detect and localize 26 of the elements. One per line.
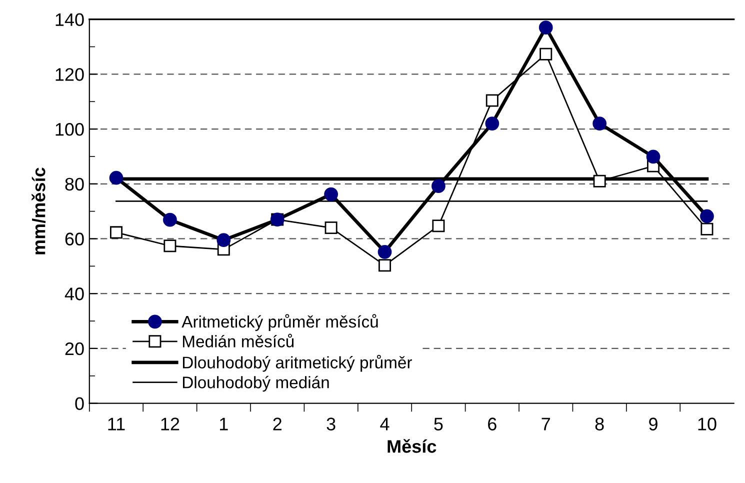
x-axis-title: Měsíc bbox=[388, 439, 436, 453]
y-tick-label: 120 bbox=[56, 68, 84, 81]
x-tick-label: 8 bbox=[595, 418, 604, 430]
y-tick-label: 20 bbox=[65, 342, 84, 356]
x-tick-label: 6 bbox=[488, 418, 496, 430]
legend-label: Aritmetický průměr měsíců bbox=[182, 314, 378, 331]
x-tick-label: 3 bbox=[326, 418, 336, 430]
y-tick-label: 0 bbox=[75, 397, 84, 410]
y-tick-label: 60 bbox=[65, 232, 84, 246]
y-tick-label: 40 bbox=[64, 288, 84, 300]
x-tick-label: 9 bbox=[649, 418, 658, 430]
legend-label: Dlouhodobý aritmetický průměr bbox=[182, 354, 412, 372]
x-tick-label: 11 bbox=[108, 418, 125, 430]
x-tick-label: 7 bbox=[542, 418, 550, 430]
y-tick-label: 140 bbox=[56, 13, 84, 26]
x-tick-label: 2 bbox=[273, 418, 282, 430]
y-axis-title: mm/měsíc bbox=[32, 168, 46, 254]
legend-label: Dlouhodobý medián bbox=[182, 376, 329, 392]
y-tick-label: 80 bbox=[65, 178, 84, 191]
x-tick-label: 1 bbox=[220, 418, 228, 430]
x-tick-label: 4 bbox=[380, 418, 390, 430]
x-tick-label: 12 bbox=[161, 418, 180, 430]
x-tick-label: 10 bbox=[698, 418, 716, 430]
legend-label: Medián měsíců bbox=[182, 334, 294, 348]
x-tick-label: 5 bbox=[434, 418, 443, 430]
y-tick-label: 100 bbox=[56, 122, 84, 136]
